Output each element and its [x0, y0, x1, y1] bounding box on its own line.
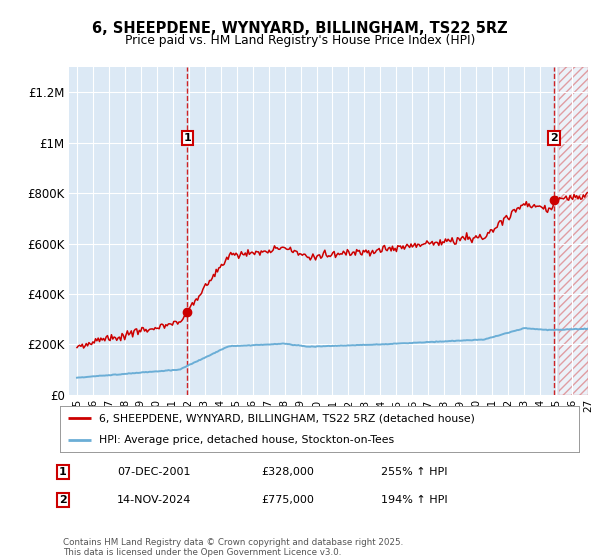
Text: 2: 2: [59, 494, 67, 505]
Text: 1: 1: [184, 133, 191, 143]
Text: HPI: Average price, detached house, Stockton-on-Tees: HPI: Average price, detached house, Stoc…: [99, 435, 394, 445]
Text: 07-DEC-2001: 07-DEC-2001: [117, 466, 191, 477]
Text: 1: 1: [59, 466, 67, 477]
Bar: [559, 67, 588, 395]
Bar: [559, 67, 588, 395]
Text: 255% ↑ HPI: 255% ↑ HPI: [381, 466, 448, 477]
Text: £775,000: £775,000: [261, 494, 314, 505]
Text: £328,000: £328,000: [261, 466, 314, 477]
Text: 6, SHEEPDENE, WYNYARD, BILLINGHAM, TS22 5RZ: 6, SHEEPDENE, WYNYARD, BILLINGHAM, TS22 …: [92, 21, 508, 36]
Text: Contains HM Land Registry data © Crown copyright and database right 2025.
This d: Contains HM Land Registry data © Crown c…: [63, 538, 403, 557]
Text: 2: 2: [550, 133, 558, 143]
Text: Price paid vs. HM Land Registry's House Price Index (HPI): Price paid vs. HM Land Registry's House …: [125, 34, 475, 46]
Text: 6, SHEEPDENE, WYNYARD, BILLINGHAM, TS22 5RZ (detached house): 6, SHEEPDENE, WYNYARD, BILLINGHAM, TS22 …: [99, 413, 475, 423]
Text: 14-NOV-2024: 14-NOV-2024: [117, 494, 191, 505]
Text: 194% ↑ HPI: 194% ↑ HPI: [381, 494, 448, 505]
